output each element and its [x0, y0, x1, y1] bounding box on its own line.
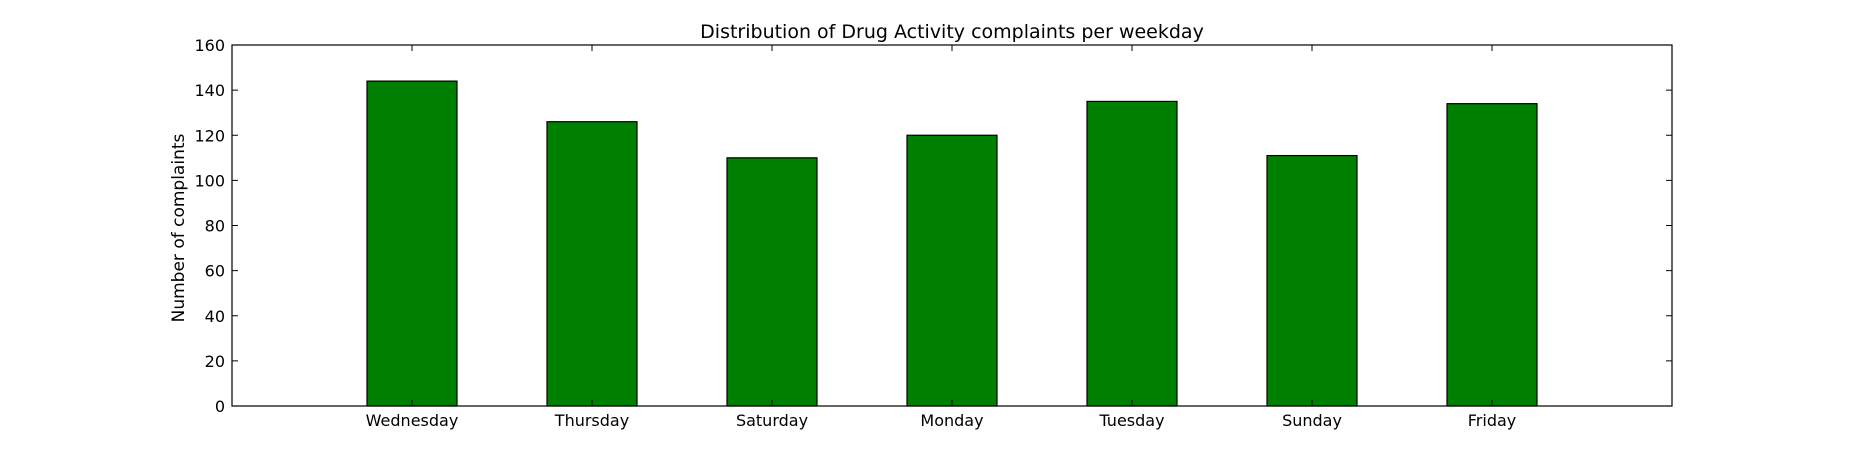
bar-sunday — [1266, 154, 1358, 407]
x-tick-label: Friday — [1468, 411, 1517, 430]
y-tick-label: 160 — [194, 36, 225, 55]
y-axis-label: Number of complaints — [169, 133, 189, 322]
y-tick-label: 120 — [194, 126, 225, 145]
bar-tuesday — [1086, 100, 1178, 407]
y-tick-label: 40 — [205, 307, 225, 326]
x-tick-label: Sunday — [1282, 411, 1342, 430]
y-tick-label: 0 — [215, 397, 225, 416]
plot-frame — [231, 44, 1673, 407]
ticks-layer: Wednesday Thursday Saturday Monday Tuesday Su… — [194, 36, 1672, 430]
bar-thursday — [546, 121, 638, 407]
bar-saturday — [726, 157, 818, 407]
y-tick-label: 60 — [205, 262, 225, 281]
chart-title: Distribution of Drug Activity complaints… — [700, 21, 1204, 43]
bar-monday — [906, 134, 998, 407]
bar-wednesday — [366, 80, 458, 407]
x-tick-label: Tuesday — [1098, 411, 1164, 430]
bar-friday — [1446, 103, 1538, 407]
y-tick-label: 20 — [205, 352, 225, 371]
y-tick-label: 100 — [194, 171, 225, 190]
bars-layer — [366, 80, 1538, 407]
x-tick-label: Saturday — [736, 411, 808, 430]
x-tick-label: Monday — [920, 411, 983, 430]
x-tick-label: Wednesday — [366, 411, 459, 430]
y-tick-label: 140 — [194, 81, 225, 100]
x-tick-label: Thursday — [554, 411, 629, 430]
y-tick-label: 80 — [205, 217, 225, 236]
